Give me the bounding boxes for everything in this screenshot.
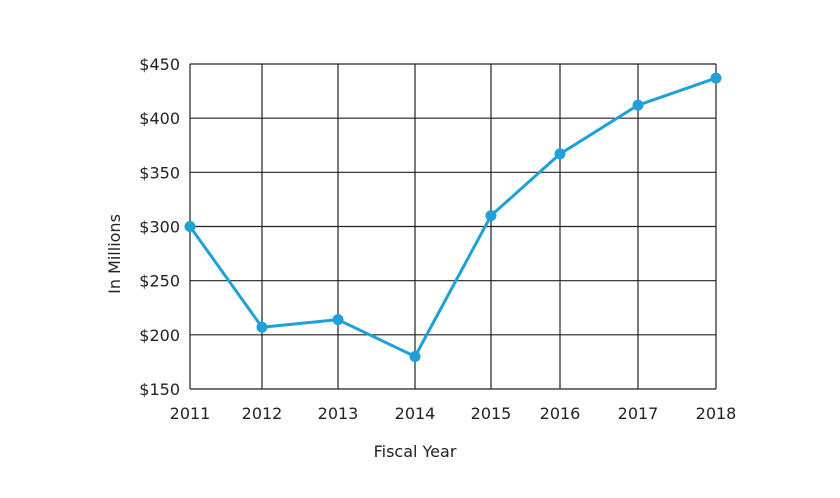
y-axis-title: In Millions xyxy=(105,214,124,294)
y-tick-label: $400 xyxy=(139,109,180,128)
y-tick-label: $250 xyxy=(139,272,180,291)
data-point-2015 xyxy=(485,210,497,222)
data-point-2018 xyxy=(710,72,722,84)
y-tick-label: $200 xyxy=(139,326,180,345)
x-axis-title: Fiscal Year xyxy=(374,442,457,461)
y-tick-labels: $150 $200 $250 $300 $350 $400 $450 xyxy=(139,55,180,399)
x-tick-labels: 2011 2012 2013 2014 2015 2016 2017 2018 xyxy=(170,404,737,423)
y-tick-label: $450 xyxy=(139,55,180,74)
y-tick-label: $150 xyxy=(139,380,180,399)
series-group xyxy=(184,72,722,362)
data-point-2017 xyxy=(632,99,644,111)
y-tick-label: $300 xyxy=(139,218,180,237)
x-tick-label: 2017 xyxy=(618,404,659,423)
data-point-2016 xyxy=(554,148,566,160)
x-tick-label: 2018 xyxy=(696,404,737,423)
data-point-2011 xyxy=(184,221,196,232)
data-point-2013 xyxy=(332,314,344,326)
data-point-2014 xyxy=(409,351,421,362)
x-tick-label: 2014 xyxy=(395,404,436,423)
data-point-2012 xyxy=(256,321,268,333)
x-tick-label: 2013 xyxy=(318,404,359,423)
x-tick-label: 2016 xyxy=(540,404,581,423)
series-line xyxy=(188,76,717,358)
x-tick-label: 2015 xyxy=(471,404,512,423)
y-tick-label: $350 xyxy=(139,163,180,182)
grid xyxy=(189,63,717,390)
x-tick-label: 2012 xyxy=(242,404,283,423)
x-tick-label: 2011 xyxy=(170,404,211,423)
